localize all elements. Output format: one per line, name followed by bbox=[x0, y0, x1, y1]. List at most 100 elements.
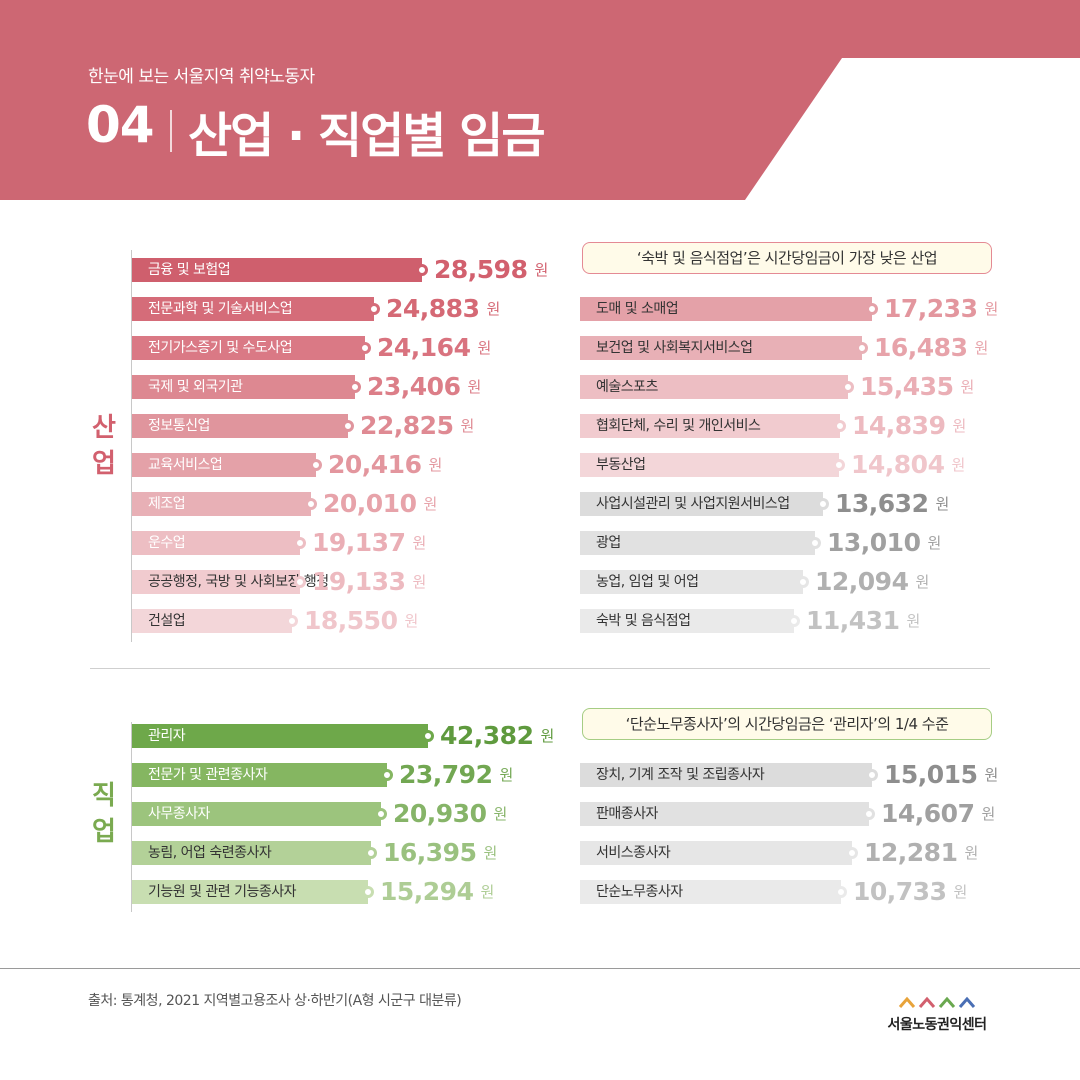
industry-bar-16 bbox=[580, 531, 815, 555]
occupation-callout: ‘단순노무종사자’의 시간당임금은 ‘관리자’의 1/4 수준 bbox=[582, 708, 992, 740]
industry-bar-14 bbox=[580, 453, 839, 477]
occupation-value-3: 16,395 bbox=[383, 838, 477, 867]
occupation-label-char-0: 직 bbox=[92, 781, 116, 811]
industry-unit-16: 원 bbox=[927, 534, 942, 552]
industry-label-16: 광업 bbox=[596, 535, 621, 551]
industry-marker-9 bbox=[286, 615, 298, 627]
industry-bar-8 bbox=[132, 570, 300, 594]
industry-bar-1 bbox=[132, 297, 374, 321]
industry-marker-5 bbox=[310, 459, 322, 471]
industry-bar-2 bbox=[132, 336, 365, 360]
industry-bar-6 bbox=[132, 492, 311, 516]
occupation-label-char-1: 업 bbox=[92, 817, 116, 847]
industry-bar-18 bbox=[580, 609, 794, 633]
industry-unit-7: 원 bbox=[412, 534, 427, 552]
logo-text: 서울노동권익센터 bbox=[887, 1017, 987, 1033]
occupation-value-5: 15,015 bbox=[884, 760, 978, 789]
industry-label-10: 도매 및 소매업 bbox=[596, 301, 679, 317]
occupation-marker-5 bbox=[866, 769, 878, 781]
industry-label-7: 운수업 bbox=[148, 535, 186, 551]
occupation-label-1: 전문가 및 관련종사자 bbox=[148, 767, 268, 783]
industry-value-6: 20,010 bbox=[323, 489, 417, 518]
industry-marker-12 bbox=[842, 381, 854, 393]
industry-marker-14 bbox=[833, 459, 845, 471]
occupation-label-2: 사무종사자 bbox=[148, 806, 210, 822]
industry-label-17: 농업, 임업 및 어업 bbox=[596, 574, 699, 590]
industry-label-4: 정보통신업 bbox=[148, 418, 210, 434]
industry-label-11: 보건업 및 사회복지서비스업 bbox=[596, 340, 753, 356]
industry-value-7: 19,137 bbox=[312, 528, 406, 557]
industry-label-char-0: 산 bbox=[92, 413, 116, 443]
occupation-bar-6 bbox=[580, 802, 869, 826]
occupation-bar-8 bbox=[580, 880, 841, 904]
industry-label-1: 전문과학 및 기술서비스업 bbox=[148, 301, 293, 317]
industry-bar-0 bbox=[132, 258, 422, 282]
occupation-unit-8: 원 bbox=[953, 883, 968, 901]
industry-label-0: 금융 및 보험업 bbox=[148, 262, 231, 278]
occupation-value-8: 10,733 bbox=[853, 877, 947, 906]
header-background bbox=[0, 0, 1080, 200]
occupation-unit-6: 원 bbox=[981, 805, 996, 823]
center-logo: 서울노동권익센터 bbox=[872, 996, 1002, 1036]
industry-unit-10: 원 bbox=[984, 300, 999, 318]
industry-bar-12 bbox=[580, 375, 848, 399]
occupation-marker-3 bbox=[365, 847, 377, 859]
industry-unit-15: 원 bbox=[935, 495, 950, 513]
footer-divider bbox=[0, 968, 1080, 969]
occupation-value-2: 20,930 bbox=[393, 799, 487, 828]
industry-unit-0: 원 bbox=[534, 261, 549, 279]
industry-bar-9 bbox=[132, 609, 292, 633]
occupation-bar-4 bbox=[132, 880, 368, 904]
industry-value-9: 18,550 bbox=[304, 606, 398, 635]
occupation-marker-0 bbox=[422, 730, 434, 742]
industry-value-5: 20,416 bbox=[328, 450, 422, 479]
occupation-label-0: 관리자 bbox=[148, 728, 186, 744]
occupation-marker-1 bbox=[381, 769, 393, 781]
industry-bar-5 bbox=[132, 453, 316, 477]
industry-section-line bbox=[131, 250, 132, 642]
industry-bar-17 bbox=[580, 570, 803, 594]
industry-marker-2 bbox=[359, 342, 371, 354]
occupation-bar-3 bbox=[132, 841, 371, 865]
industry-value-4: 22,825 bbox=[360, 411, 454, 440]
title-separator bbox=[170, 110, 172, 152]
industry-marker-8 bbox=[294, 576, 306, 588]
occupation-label-3: 농림, 어업 숙련종사자 bbox=[148, 845, 272, 861]
occupation-value-1: 23,792 bbox=[399, 760, 493, 789]
industry-value-14: 14,804 bbox=[851, 450, 945, 479]
occupation-bar-1 bbox=[132, 763, 387, 787]
industry-label-14: 부동산업 bbox=[596, 457, 646, 473]
occupation-bar-7 bbox=[580, 841, 852, 865]
occupation-section-line bbox=[131, 722, 132, 912]
industry-unit-11: 원 bbox=[974, 339, 989, 357]
industry-marker-18 bbox=[788, 615, 800, 627]
industry-bar-15 bbox=[580, 492, 823, 516]
industry-unit-1: 원 bbox=[486, 300, 501, 318]
industry-unit-4: 원 bbox=[460, 417, 475, 435]
industry-marker-11 bbox=[856, 342, 868, 354]
occupation-unit-7: 원 bbox=[964, 844, 979, 862]
industry-marker-6 bbox=[305, 498, 317, 510]
industry-label-char-1: 업 bbox=[92, 449, 116, 479]
industry-marker-3 bbox=[349, 381, 361, 393]
occupation-value-7: 12,281 bbox=[864, 838, 958, 867]
industry-bar-4 bbox=[132, 414, 348, 438]
industry-value-13: 14,839 bbox=[852, 411, 946, 440]
industry-marker-15 bbox=[817, 498, 829, 510]
occupation-unit-2: 원 bbox=[493, 805, 508, 823]
occupation-value-0: 42,382 bbox=[440, 721, 534, 750]
occupation-label-8: 단순노무종사자 bbox=[596, 884, 683, 900]
page-subtitle: 한눈에 보는 서울지역 취약노동자 bbox=[88, 67, 315, 87]
industry-bar-3 bbox=[132, 375, 355, 399]
occupation-value-4: 15,294 bbox=[380, 877, 474, 906]
industry-value-1: 24,883 bbox=[386, 294, 480, 323]
industry-label-6: 제조업 bbox=[148, 496, 186, 512]
occupation-marker-4 bbox=[362, 886, 374, 898]
industry-value-2: 24,164 bbox=[377, 333, 471, 362]
industry-value-10: 17,233 bbox=[884, 294, 978, 323]
industry-unit-5: 원 bbox=[428, 456, 443, 474]
industry-value-0: 28,598 bbox=[434, 255, 528, 284]
